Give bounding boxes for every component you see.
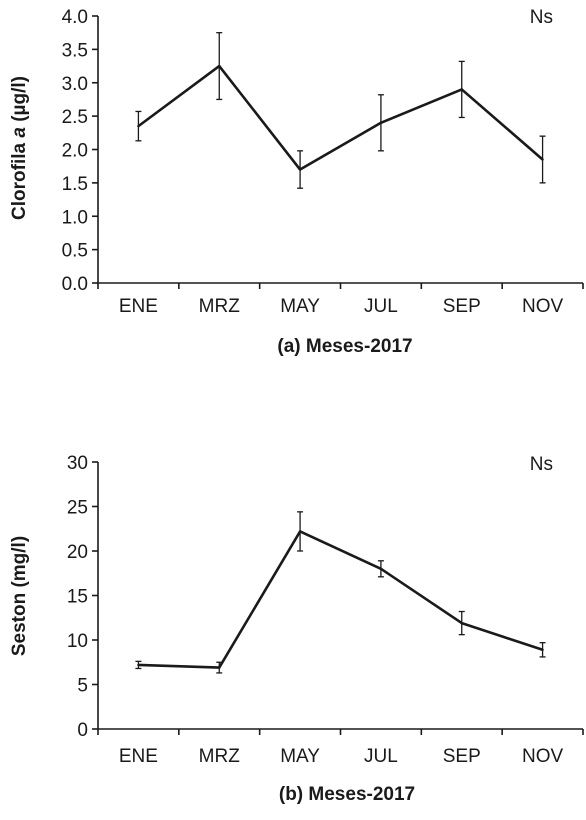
chart-a-y-tick-label: 1.0 xyxy=(62,207,88,228)
chart-b-data-point xyxy=(298,530,302,533)
chart-a-x-tick-label: MAY xyxy=(280,296,320,317)
chart-b-x-tick-label: SEP xyxy=(443,746,481,767)
chart-a-data-point xyxy=(460,88,463,91)
chart-b-ylabel: Seston (mg/l) xyxy=(9,536,30,656)
chart-a-data-point xyxy=(379,121,383,125)
chart-a-x-tick-label: MRZ xyxy=(199,296,241,317)
chart-b-series-line xyxy=(138,530,543,669)
chart-b-y-tick-label: 10 xyxy=(67,631,88,652)
chart-a-y-tick-label: 0.0 xyxy=(62,274,88,295)
chart-a-y-tick-label: 1.5 xyxy=(62,174,88,195)
chart-b-x-tick-label: JUL xyxy=(364,746,398,767)
chart-b-marks xyxy=(135,511,546,674)
chart-b-y-tick-label: 30 xyxy=(67,453,88,474)
chart-a-y-tick-label: 0.5 xyxy=(62,241,88,262)
chart-b-x-tick-label: NOV xyxy=(522,746,564,767)
chart-a-x-tick-label: ENE xyxy=(119,296,158,317)
chart-a-x-tick-label: SEP xyxy=(443,296,481,317)
chart-b-y-tick-label: 25 xyxy=(67,498,88,519)
chart-a-y-tick-label: 2.5 xyxy=(62,107,88,128)
chart-a-annotation: Ns xyxy=(530,7,553,28)
chart-a: Clorofila a (µg/l) Ns (a) Meses-2017 0.0… xyxy=(9,7,584,357)
chart-b-y-tick-label: 5 xyxy=(77,676,88,697)
chart-b-xlabel: (b) Meses-2017 xyxy=(279,784,415,805)
chart-a-marks xyxy=(135,32,546,189)
chart-a-x-tick-label: NOV xyxy=(522,296,564,317)
chart-b-data-point xyxy=(379,567,383,570)
chart-a-y-tick-label: 3.0 xyxy=(62,74,88,95)
chart-a-axes: 0.0 0.5 1.0 1.5 2.0 2.5 3.0 3.5 4.0 ENE MRZ MAY JUL S… xyxy=(62,7,584,317)
chart-a-data-point xyxy=(541,158,544,161)
chart-a-x-tick-label: JUL xyxy=(364,296,398,317)
chart-a-series-line xyxy=(137,64,544,171)
chart-b: Seston (mg/l) Ns (b) Meses-2017 0 5 10 15 20… xyxy=(9,453,584,805)
chart-a-data-point xyxy=(137,124,140,128)
chart-b-axes: 0 5 10 15 20 25 30 ENE MRZ MAY JUL SEP NOV xyxy=(67,453,584,767)
chart-b-y-tick-label: 15 xyxy=(67,587,88,608)
chart-a-data-point xyxy=(218,64,221,68)
chart-b-data-point xyxy=(218,666,221,669)
chart-b-x-tick-label: MRZ xyxy=(199,746,241,767)
chart-a-y-tick-label: 2.0 xyxy=(62,141,88,162)
chart-a-data-point xyxy=(298,168,302,171)
chart-a-xlabel: (a) Meses-2017 xyxy=(277,336,412,357)
chart-b-x-tick-label: MAY xyxy=(280,746,320,767)
chart-b-y-tick-label: 0 xyxy=(77,720,88,741)
chart-b-annotation: Ns xyxy=(530,454,553,475)
chart-a-ylabel: Clorofila a (µg/l) xyxy=(9,76,30,220)
chart-b-y-tick-label: 20 xyxy=(67,542,88,563)
chart-b-data-point xyxy=(460,621,463,625)
chart-b-x-tick-label: ENE xyxy=(119,746,158,767)
chart-b-data-point xyxy=(137,663,140,667)
chart-a-y-tick-label: 4.0 xyxy=(62,7,88,28)
chart-a-y-tick-label: 3.5 xyxy=(62,40,88,61)
chart-b-data-point xyxy=(541,648,544,651)
